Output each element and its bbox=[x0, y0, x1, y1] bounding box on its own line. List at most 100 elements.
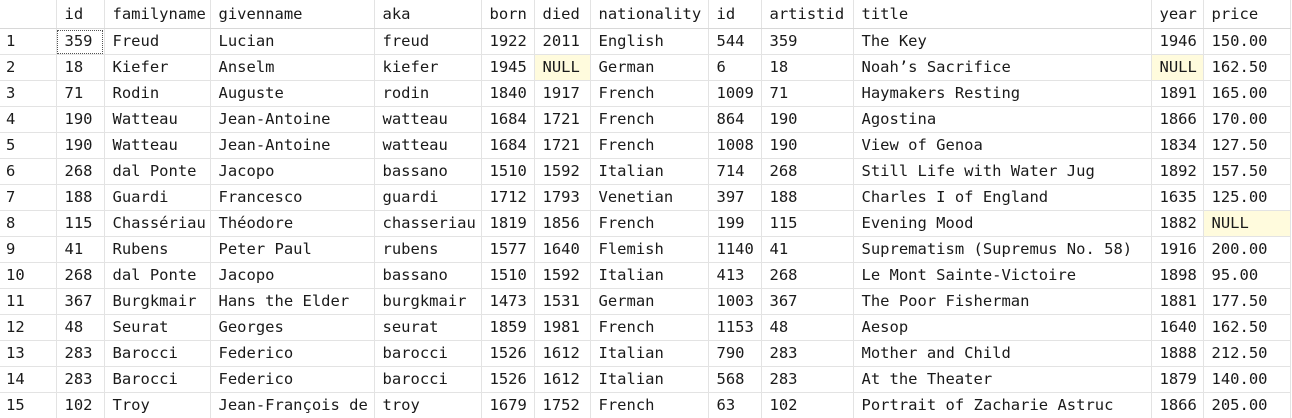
title-cell[interactable]: At the Theater bbox=[853, 366, 1152, 393]
year-cell[interactable]: 1834 bbox=[1151, 132, 1204, 159]
price-cell[interactable]: 170.00 bbox=[1203, 106, 1291, 133]
familyname-cell[interactable]: dal Ponte bbox=[104, 262, 211, 289]
painting-id-cell[interactable]: 1153 bbox=[708, 314, 762, 341]
aka-cell[interactable]: barocci bbox=[374, 366, 482, 393]
givenname-cell[interactable]: Federico bbox=[210, 366, 375, 393]
title-cell[interactable]: Still Life with Water Jug bbox=[853, 158, 1152, 185]
artistid-cell[interactable]: 268 bbox=[761, 262, 854, 289]
price-cell[interactable]: NULL bbox=[1203, 210, 1291, 237]
artist-id-cell[interactable]: 115 bbox=[56, 210, 105, 237]
price-cell[interactable]: 205.00 bbox=[1203, 392, 1291, 418]
aka-cell[interactable]: guardi bbox=[374, 184, 482, 211]
row-number[interactable]: 14 bbox=[0, 366, 57, 393]
title-cell[interactable]: View of Genoa bbox=[853, 132, 1152, 159]
column-year-header[interactable]: year bbox=[1151, 0, 1204, 29]
born-cell[interactable]: 1510 bbox=[481, 158, 535, 185]
painting-id-cell[interactable]: 413 bbox=[708, 262, 762, 289]
givenname-cell[interactable]: Anselm bbox=[210, 54, 375, 81]
artistid-cell[interactable]: 283 bbox=[761, 340, 854, 367]
painting-id-cell[interactable]: 864 bbox=[708, 106, 762, 133]
column-born-header[interactable]: born bbox=[481, 0, 535, 29]
row-number[interactable]: 3 bbox=[0, 80, 57, 107]
title-cell[interactable]: Evening Mood bbox=[853, 210, 1152, 237]
painting-id-cell[interactable]: 199 bbox=[708, 210, 762, 237]
died-cell[interactable]: 1752 bbox=[534, 392, 591, 418]
painting-id-cell[interactable]: 6 bbox=[708, 54, 762, 81]
died-cell[interactable]: 1592 bbox=[534, 158, 591, 185]
familyname-cell[interactable]: Seurat bbox=[104, 314, 211, 341]
aka-cell[interactable]: kiefer bbox=[374, 54, 482, 81]
price-cell[interactable]: 177.50 bbox=[1203, 288, 1291, 315]
nationality-cell[interactable]: French bbox=[590, 314, 709, 341]
painting-id-cell[interactable]: 1140 bbox=[708, 236, 762, 263]
artist-id-cell[interactable]: 190 bbox=[56, 132, 105, 159]
died-cell[interactable]: 1612 bbox=[534, 366, 591, 393]
born-cell[interactable]: 1526 bbox=[481, 340, 535, 367]
title-cell[interactable]: The Key bbox=[853, 28, 1152, 55]
table-row[interactable]: 12 48 Seurat Georges seurat 1859 1981 French 115… bbox=[0, 314, 1291, 341]
born-cell[interactable]: 1922 bbox=[481, 28, 535, 55]
price-cell[interactable]: 150.00 bbox=[1203, 28, 1291, 55]
givenname-cell[interactable]: Jacopo bbox=[210, 262, 375, 289]
title-cell[interactable]: Portrait of Zacharie Astruc bbox=[853, 392, 1152, 418]
row-number[interactable]: 10 bbox=[0, 262, 57, 289]
givenname-cell[interactable]: Georges bbox=[210, 314, 375, 341]
artist-id-cell[interactable]: 359 bbox=[56, 28, 105, 55]
price-cell[interactable]: 140.00 bbox=[1203, 366, 1291, 393]
aka-cell[interactable]: watteau bbox=[374, 132, 482, 159]
artistid-cell[interactable]: 359 bbox=[761, 28, 854, 55]
artistid-cell[interactable]: 102 bbox=[761, 392, 854, 418]
year-cell[interactable]: 1946 bbox=[1151, 28, 1204, 55]
artistid-cell[interactable]: 268 bbox=[761, 158, 854, 185]
nationality-cell[interactable]: Italian bbox=[590, 366, 709, 393]
artist-id-cell[interactable]: 268 bbox=[56, 158, 105, 185]
painting-id-cell[interactable]: 1008 bbox=[708, 132, 762, 159]
givenname-cell[interactable]: Jean-François de bbox=[210, 392, 375, 418]
familyname-cell[interactable]: Chassériau bbox=[104, 210, 211, 237]
column-title-header[interactable]: title bbox=[853, 0, 1152, 29]
artist-id-cell[interactable]: 283 bbox=[56, 366, 105, 393]
artistid-cell[interactable]: 115 bbox=[761, 210, 854, 237]
artist-id-cell[interactable]: 188 bbox=[56, 184, 105, 211]
price-cell[interactable]: 162.50 bbox=[1203, 54, 1291, 81]
nationality-cell[interactable]: English bbox=[590, 28, 709, 55]
table-row[interactable]: 7 188 Guardi Francesco guardi 1712 1793 Venetia… bbox=[0, 184, 1291, 211]
nationality-cell[interactable]: Italian bbox=[590, 262, 709, 289]
artistid-cell[interactable]: 190 bbox=[761, 106, 854, 133]
artistid-cell[interactable]: 41 bbox=[761, 236, 854, 263]
familyname-cell[interactable]: Watteau bbox=[104, 106, 211, 133]
painting-id-cell[interactable]: 1009 bbox=[708, 80, 762, 107]
title-cell[interactable]: The Poor Fisherman bbox=[853, 288, 1152, 315]
aka-cell[interactable]: rodin bbox=[374, 80, 482, 107]
title-cell[interactable]: Haymakers Resting bbox=[853, 80, 1152, 107]
died-cell[interactable]: 1856 bbox=[534, 210, 591, 237]
artist-id-cell[interactable]: 18 bbox=[56, 54, 105, 81]
died-cell[interactable]: 1721 bbox=[534, 132, 591, 159]
row-number[interactable]: 7 bbox=[0, 184, 57, 211]
nationality-cell[interactable]: French bbox=[590, 210, 709, 237]
year-cell[interactable]: 1640 bbox=[1151, 314, 1204, 341]
table-row[interactable]: 9 41 Rubens Peter Paul rubens 1577 1640 Flemish… bbox=[0, 236, 1291, 263]
year-cell[interactable]: 1892 bbox=[1151, 158, 1204, 185]
painting-id-cell[interactable]: 63 bbox=[708, 392, 762, 418]
born-cell[interactable]: 1577 bbox=[481, 236, 535, 263]
table-row[interactable]: 4 190 Watteau Jean-Antoine watteau 1684 1721 Fr… bbox=[0, 106, 1291, 133]
givenname-cell[interactable]: Jean-Antoine bbox=[210, 106, 375, 133]
aka-cell[interactable]: burgkmair bbox=[374, 288, 482, 315]
table-row[interactable]: 8 115 Chassériau Théodore chasseriau 1819 1856… bbox=[0, 210, 1291, 237]
painting-id-cell[interactable]: 1003 bbox=[708, 288, 762, 315]
title-cell[interactable]: Mother and Child bbox=[853, 340, 1152, 367]
column-familyname-header[interactable]: familyname bbox=[104, 0, 211, 29]
table-row[interactable]: 3 71 Rodin Auguste rodin 1840 1917 French 1009 71… bbox=[0, 80, 1291, 107]
row-number[interactable]: 6 bbox=[0, 158, 57, 185]
born-cell[interactable]: 1510 bbox=[481, 262, 535, 289]
died-cell[interactable]: 1531 bbox=[534, 288, 591, 315]
column-artistid-header[interactable]: artistid bbox=[761, 0, 854, 29]
artistid-cell[interactable]: 190 bbox=[761, 132, 854, 159]
familyname-cell[interactable]: Freud bbox=[104, 28, 211, 55]
table-row[interactable]: 6 268 dal Ponte Jacopo bassano 1510 1592 Italia… bbox=[0, 158, 1291, 185]
painting-id-cell[interactable]: 714 bbox=[708, 158, 762, 185]
year-cell[interactable]: 1882 bbox=[1151, 210, 1204, 237]
artist-id-cell[interactable]: 41 bbox=[56, 236, 105, 263]
